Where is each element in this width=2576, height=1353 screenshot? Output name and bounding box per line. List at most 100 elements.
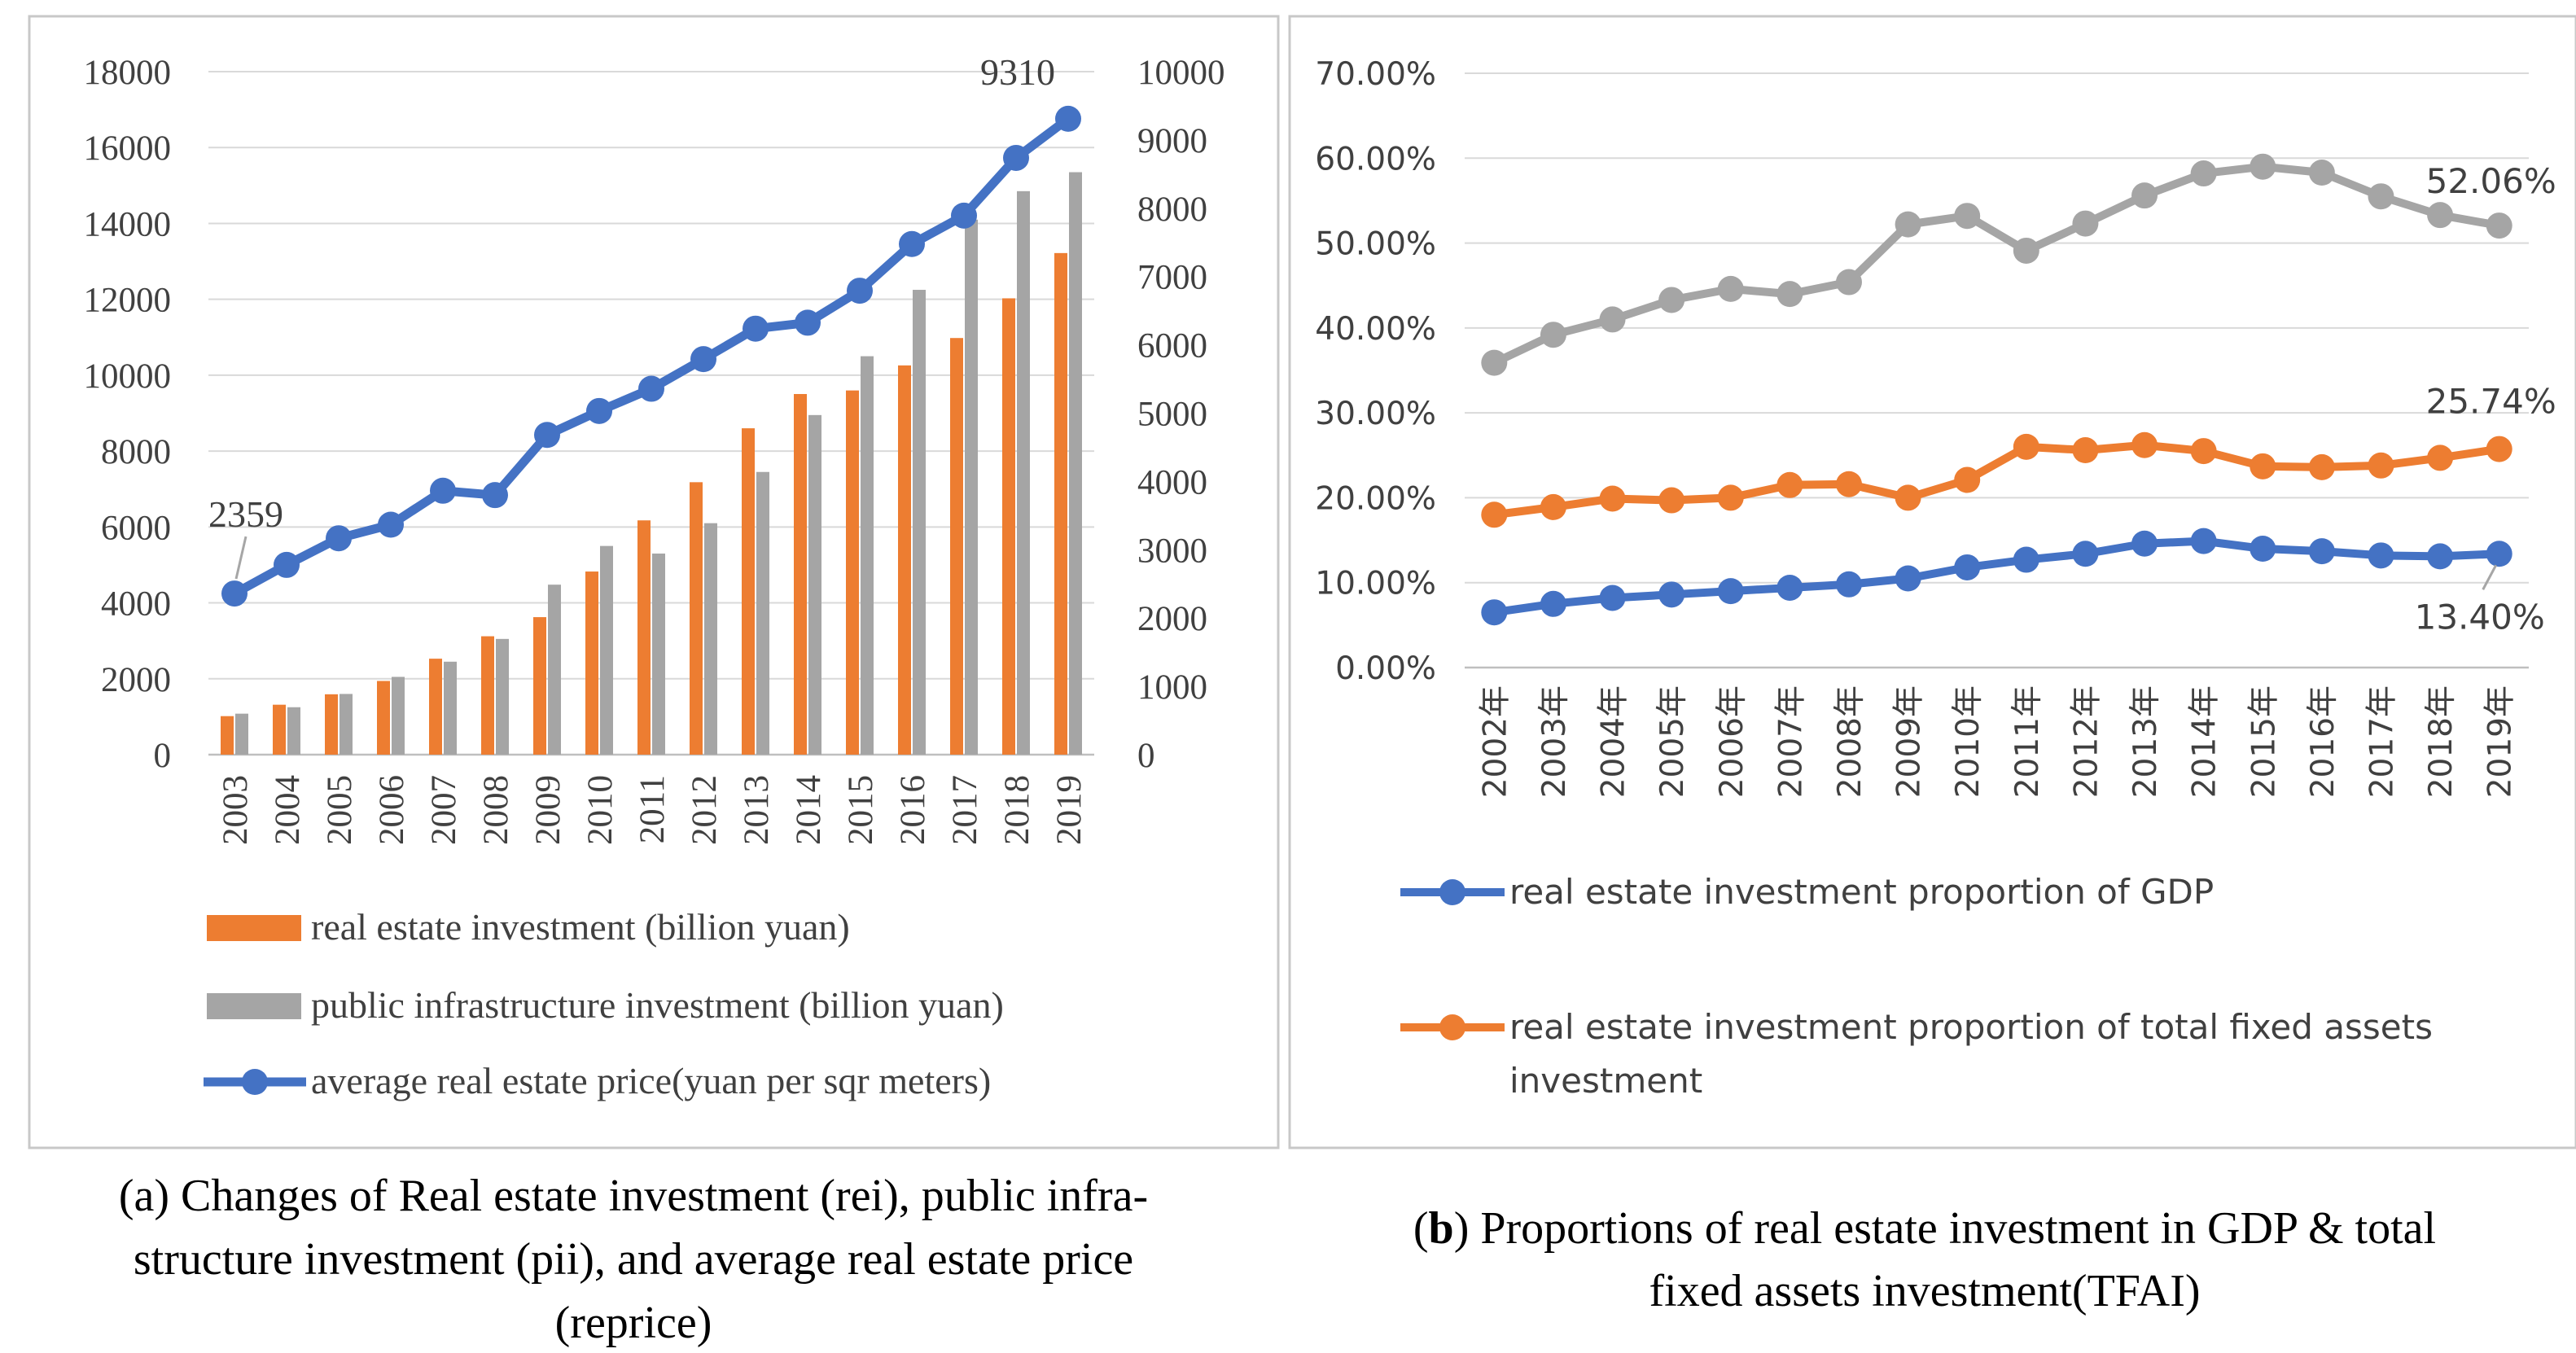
- bar-rei: [221, 716, 234, 755]
- x-tick-label: 2019: [1050, 775, 1089, 845]
- bar-rei: [950, 338, 963, 755]
- price-marker: [847, 278, 873, 304]
- bar-rei: [1002, 298, 1015, 755]
- series-marker: [1599, 306, 1626, 333]
- y-tick-label: 0.00%: [1335, 650, 1436, 687]
- bar-pii: [704, 523, 717, 755]
- bar-pii: [340, 694, 353, 755]
- series-marker: [1776, 574, 1803, 601]
- series-marker: [2013, 433, 2039, 460]
- series-marker: [1776, 471, 1803, 498]
- series-marker: [2131, 530, 2158, 557]
- x-tick-label: 2002年: [1477, 685, 1514, 798]
- series-marker: [2368, 542, 2394, 569]
- series-marker: [2427, 543, 2454, 570]
- legend-tfai-label: real estate investment proportion of tot…: [1509, 1007, 2433, 1047]
- series-marker: [1895, 484, 1921, 511]
- series-marker: [1895, 211, 1921, 238]
- left-tick-label: 2000: [101, 661, 171, 699]
- bar-rei: [846, 390, 859, 755]
- bar-rei: [325, 694, 338, 755]
- series-line: [1493, 440, 2500, 519]
- x-tick-label: 2005年: [1654, 685, 1691, 798]
- x-tick-label: 2003: [217, 775, 255, 845]
- bar-pii: [496, 638, 509, 755]
- legend-pii-label: public infrastructure investment (billio…: [311, 984, 1004, 1026]
- x-tick-label: 2004年: [1596, 685, 1632, 798]
- price-marker: [326, 525, 352, 552]
- bar-rei: [637, 520, 651, 755]
- legend-rei-label: real estate investment (billion yuan): [311, 906, 850, 948]
- series-marker: [2190, 160, 2217, 187]
- caption-b-label: b: [1429, 1203, 1454, 1254]
- right-tick-label: 8000: [1137, 190, 1207, 229]
- price-marker: [378, 511, 404, 538]
- x-tick-label: 2010年: [1950, 685, 1987, 798]
- caption-b-line-2: fixed assets investment(TFAI): [1649, 1266, 2200, 1316]
- annotation-leader: [2482, 564, 2498, 590]
- series-marker: [2368, 452, 2394, 479]
- bar-pii: [600, 545, 613, 755]
- right-tick-label: 2000: [1137, 600, 1207, 638]
- y-tick-label: 40.00%: [1315, 311, 1436, 348]
- bar-rei: [429, 659, 442, 755]
- price-marker: [586, 397, 612, 424]
- series-marker: [1776, 281, 1803, 308]
- series-marker: [1599, 585, 1626, 611]
- bar-rei: [377, 681, 390, 755]
- annotation-first-price: 2359: [208, 493, 283, 535]
- series-marker: [1954, 554, 1981, 580]
- caption-a-line-1: (a) Changes of Real estate investment (r…: [119, 1171, 1148, 1221]
- series-marker: [1835, 571, 1862, 598]
- series-marker: [1481, 349, 1508, 376]
- price-marker: [482, 482, 508, 509]
- left-tick-label: 18000: [84, 54, 172, 92]
- x-tick-label: 2016: [894, 775, 932, 845]
- annotation-orange-last: 25.74%: [2426, 382, 2556, 422]
- x-tick-label: 2011: [633, 775, 672, 843]
- series-marker: [2250, 453, 2276, 479]
- caption-a-line-2: structure investment (pii), and average …: [134, 1234, 1133, 1285]
- series-marker: [1540, 493, 1566, 520]
- y-tick-label: 20.00%: [1315, 480, 1436, 517]
- price-marker: [638, 375, 664, 402]
- bar-rei: [794, 394, 807, 755]
- x-tick-label: 2004: [269, 775, 307, 845]
- price-line: [232, 115, 1071, 598]
- annotation-gray-last: 52.06%: [2426, 161, 2556, 201]
- panel-a-x-axis: 2003 2004 2005 2006 2007 2008 2009 2010 2011 2012…: [217, 775, 1089, 845]
- bar-rei: [585, 571, 598, 755]
- x-tick-label: 2008年: [1832, 685, 1868, 798]
- legend-pii-swatch: [207, 993, 301, 1019]
- legend-rei-swatch: [207, 915, 301, 941]
- bar-pii: [392, 676, 405, 755]
- panel-b-annotations: 52.06% 25.74% 13.40%: [2415, 161, 2556, 637]
- series-marker: [1954, 203, 1981, 230]
- left-tick-label: 10000: [84, 357, 172, 396]
- series-marker: [2013, 237, 2039, 264]
- bar-pii: [1017, 190, 1030, 755]
- left-tick-label: 12000: [84, 282, 172, 320]
- price-marker: [795, 309, 821, 336]
- legend-gdp-marker: [1439, 879, 1465, 905]
- series-marker: [1540, 322, 1566, 348]
- series-marker: [1835, 269, 1862, 296]
- bar-pii: [1069, 172, 1082, 755]
- x-tick-label: 2007年: [1772, 685, 1809, 798]
- series-marker: [2072, 210, 2099, 237]
- panel-a-legend: real estate investment (billion yuan) pub…: [204, 906, 1004, 1101]
- series-marker: [1954, 466, 1981, 493]
- x-tick-label: 2008: [477, 775, 515, 845]
- x-tick-label: 2015: [842, 775, 880, 845]
- bar-rei: [742, 428, 755, 755]
- x-tick-label: 2017: [946, 775, 984, 845]
- chart-panel-a: 0200040006000800010000120001400016000180…: [84, 51, 1225, 1101]
- left-tick-label: 14000: [84, 205, 172, 243]
- bar-rei: [273, 704, 286, 755]
- annotation-blue-last: 13.40%: [2415, 597, 2545, 637]
- caption-b-line-1: (b) Proportions of real estate investmen…: [1413, 1203, 2436, 1254]
- right-tick-label: 5000: [1137, 396, 1207, 434]
- x-tick-label: 2011年: [2009, 685, 2046, 798]
- bar-pii: [548, 585, 561, 755]
- left-tick-label: 6000: [101, 509, 171, 547]
